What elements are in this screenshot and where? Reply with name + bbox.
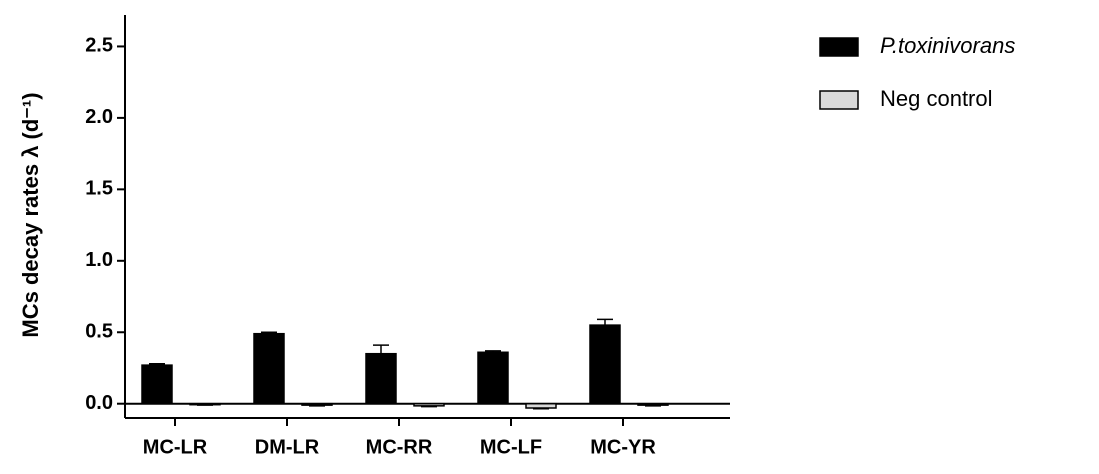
bar [589,324,621,405]
bar [637,402,669,406]
error-bar [421,405,437,408]
error-bar [197,404,213,406]
bar [413,402,445,407]
y-tick-label: 1.5 [85,178,113,200]
bar [477,351,509,405]
error-bar [261,331,277,334]
bar [253,332,285,405]
y-tick-label: 2.0 [85,106,113,128]
legend-swatch [819,37,859,57]
error-bar [485,350,501,353]
bar [301,402,333,406]
legend-swatch [819,90,859,110]
y-tick-label: 0.0 [85,392,113,414]
y-tick-label: 1.0 [85,249,113,271]
bar [525,402,557,409]
x-tick-label: MC-RR [366,436,433,458]
bar [365,352,397,405]
y-tick-label: 2.5 [85,35,113,57]
y-tick-label: 0.5 [85,321,113,343]
x-tick-label: DM-LR [255,436,320,458]
error-bar [373,344,389,354]
legend-label: P.toxinivorans [880,33,1015,58]
error-bar [533,407,549,410]
error-bar [597,318,613,326]
y-axis-label: MCs decay rates λ (d⁻¹) [18,92,43,337]
x-tick-label: MC-LR [143,436,208,458]
x-tick-label: MC-YR [590,436,656,458]
error-bar [645,405,661,407]
error-bar [149,362,165,366]
legend-label: Neg control [880,86,993,111]
bar [141,364,173,405]
x-tick-label: MC-LF [480,436,542,458]
error-bar [309,405,325,407]
